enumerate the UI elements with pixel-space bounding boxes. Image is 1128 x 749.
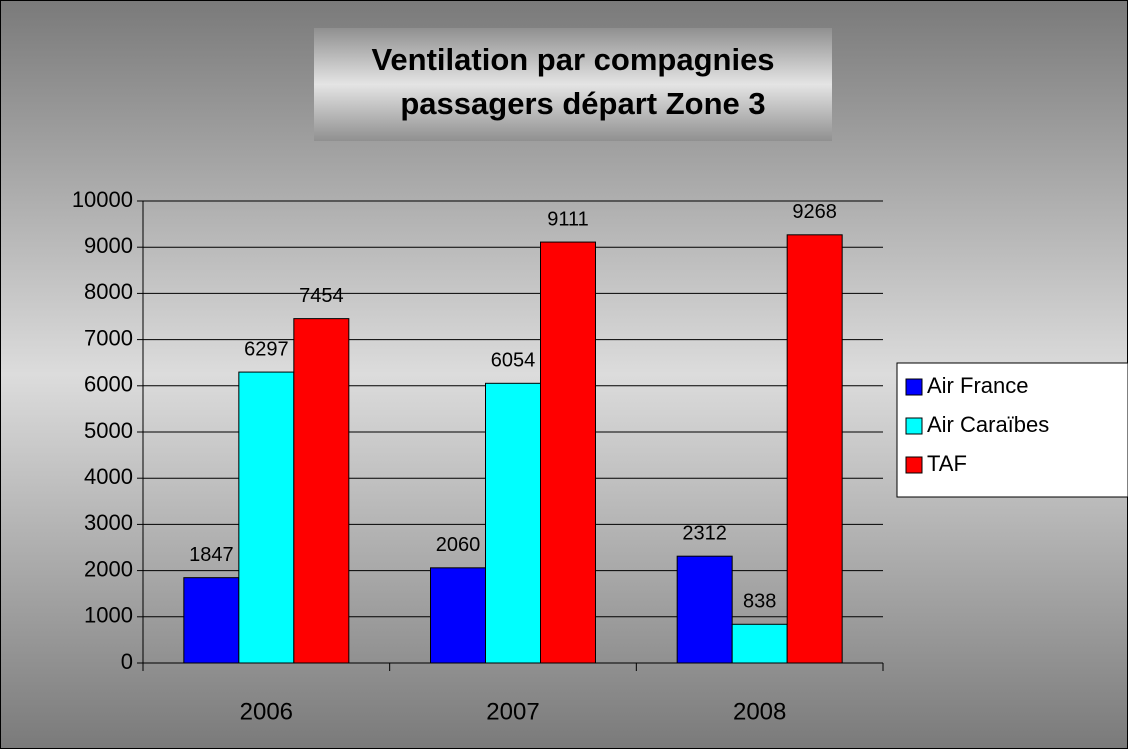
legend-swatch — [905, 378, 923, 396]
y-tick-label: 1000 — [84, 603, 133, 628]
value-label: 6297 — [244, 338, 289, 360]
y-tick-label: 2000 — [84, 556, 133, 581]
value-label: 6054 — [491, 350, 536, 372]
legend-swatch — [905, 456, 923, 474]
chart-title: passagers départ Zone 3 — [400, 86, 765, 121]
bar — [238, 371, 295, 664]
legend-label: Air Caraïbes — [927, 412, 1049, 437]
bar — [430, 567, 486, 664]
bar — [183, 577, 240, 664]
x-tick-label: 2008 — [733, 698, 786, 725]
y-tick-label: 9000 — [84, 233, 133, 258]
bar — [676, 555, 733, 664]
y-tick-label: 6000 — [84, 372, 133, 397]
y-tick-label: 8000 — [84, 279, 133, 304]
value-label: 9268 — [792, 201, 837, 223]
y-tick-label: 5000 — [84, 418, 133, 443]
legend-label: Air France — [927, 373, 1028, 398]
x-tick-label: 2006 — [240, 698, 293, 725]
y-tick-label: 4000 — [84, 464, 133, 489]
y-tick-label: 0 — [121, 649, 133, 674]
legend — [896, 362, 1128, 498]
chart-title: Ventilation par compagnies — [371, 42, 774, 77]
bar — [731, 623, 788, 664]
value-label: 9111 — [547, 208, 589, 230]
bar — [485, 382, 541, 664]
x-tick-label: 2007 — [486, 698, 539, 725]
value-label: 7454 — [299, 285, 344, 307]
bar — [540, 241, 596, 664]
y-tick-label: 10000 — [72, 187, 133, 212]
legend-label: TAF — [927, 451, 967, 476]
y-tick-label: 3000 — [84, 510, 133, 535]
value-label: 2312 — [682, 522, 727, 544]
legend-swatch — [905, 417, 923, 435]
value-label: 838 — [743, 591, 776, 613]
bar — [786, 234, 843, 664]
y-tick-label: 7000 — [84, 325, 133, 350]
value-label: 1847 — [189, 544, 234, 566]
title-box — [314, 28, 832, 141]
bar — [293, 318, 350, 664]
value-label: 2060 — [436, 534, 481, 556]
